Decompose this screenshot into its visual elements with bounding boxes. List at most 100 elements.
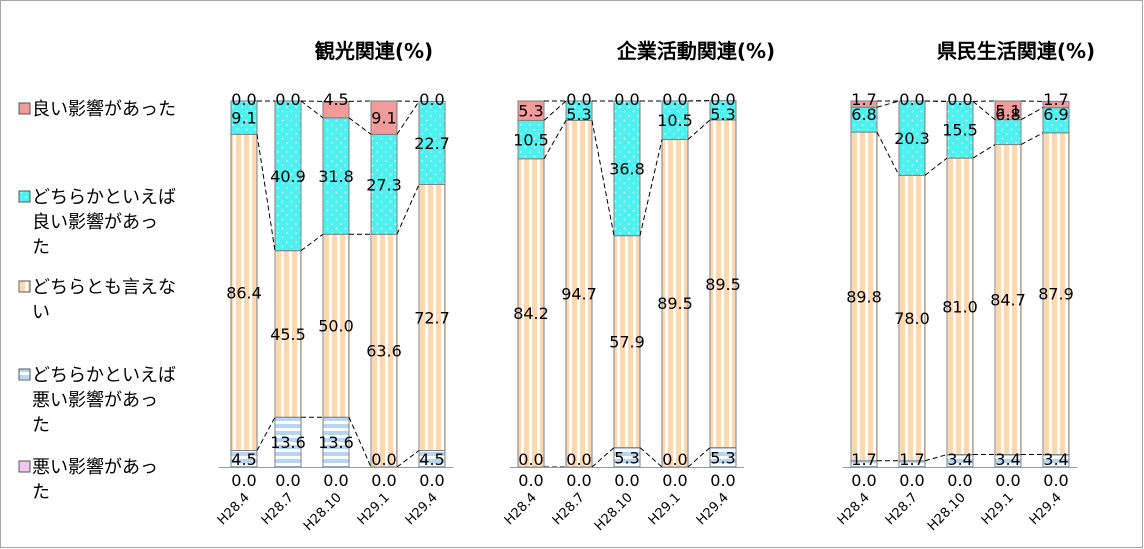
connector-line-rather-bad bbox=[348, 417, 372, 468]
chart-panel-1: 観光関連(%)H28.4 H28.7 H28.10 H29.1 H29.40.04.58… bbox=[215, 39, 453, 534]
connector-line-rather-bad bbox=[639, 447, 663, 468]
connector-line-neutral bbox=[543, 120, 567, 160]
data-label-rather-good: 40.9 bbox=[270, 167, 306, 186]
data-label-neutral: 89.5 bbox=[657, 294, 693, 313]
x-tick-label: H28.7 bbox=[883, 490, 921, 528]
data-label-rather-good: 31.8 bbox=[318, 167, 354, 186]
data-label-rather-bad: 3.4 bbox=[947, 450, 972, 469]
data-label-rather-good: 27.3 bbox=[366, 175, 402, 194]
bar-segment-good bbox=[994, 100, 1022, 121]
data-label-rather-bad: 3.4 bbox=[995, 450, 1020, 469]
x-tick-label: H29.1 bbox=[355, 490, 393, 528]
data-label-rather-good: 15.5 bbox=[942, 121, 978, 140]
data-label-rather-good: 9.1 bbox=[231, 109, 256, 128]
bar-segment-neutral bbox=[274, 250, 302, 418]
data-label-bad: 0.0 bbox=[662, 471, 687, 490]
data-label-neutral: 81.0 bbox=[942, 297, 978, 316]
bar-segment-good bbox=[322, 100, 350, 119]
data-label-neutral: 72.7 bbox=[414, 308, 450, 327]
x-tick-label: H28.7 bbox=[550, 490, 588, 528]
bar-segment-rather-good bbox=[946, 100, 974, 159]
connector-line-rather-good bbox=[543, 100, 567, 121]
data-label-bad: 0.0 bbox=[231, 471, 256, 490]
data-label-good: 9.1 bbox=[371, 109, 396, 128]
connector-line-rather-good bbox=[396, 101, 420, 135]
data-label-good: 0.0 bbox=[947, 90, 972, 109]
connector-line-rather-bad bbox=[924, 454, 948, 462]
x-tick-label: H28.4 bbox=[835, 490, 873, 528]
bar-segment-rather-good bbox=[418, 100, 446, 185]
bars bbox=[517, 100, 737, 468]
legend-label: た bbox=[32, 237, 50, 258]
legend-label: 良い影響があった bbox=[32, 99, 176, 120]
data-label-rather-bad: 5.3 bbox=[710, 448, 735, 467]
connector-line-neutral bbox=[396, 184, 420, 235]
bar-segment-rather-bad bbox=[274, 416, 302, 468]
data-label-good: 4.5 bbox=[323, 90, 348, 109]
data-label-good: 0.0 bbox=[662, 90, 687, 109]
connector-line-neutral bbox=[300, 233, 324, 252]
legend-label: 悪い影響があっ bbox=[32, 390, 158, 411]
x-tick-label: H29.4 bbox=[694, 490, 732, 528]
data-label-rather-good: 5.3 bbox=[566, 105, 591, 124]
legend-swatch-rather_bad bbox=[18, 368, 31, 381]
bar-segment-rather-good bbox=[850, 106, 878, 133]
chart-title: 観光関連(%) bbox=[315, 39, 433, 63]
data-label-bad: 0.0 bbox=[518, 471, 543, 490]
chart-panel-2: 企業活動関連(%)H28.4 H28.7 H28.10 H29.1 H29.40.00.… bbox=[502, 39, 775, 534]
data-label-neutral: 86.4 bbox=[226, 283, 262, 302]
data-label-rather-bad: 13.6 bbox=[270, 433, 306, 452]
bar-segment-rather-good bbox=[370, 133, 398, 235]
x-tick-label: H28.4 bbox=[215, 490, 253, 528]
series-connectors bbox=[543, 100, 711, 468]
data-label-rather-bad: 4.5 bbox=[231, 450, 256, 469]
chart-panel-3: 県民生活関連(%)H28.4 H28.7 H28.10 H29.1 H29.40.01.… bbox=[835, 39, 1095, 534]
data-label-rather-bad: 3.4 bbox=[1043, 450, 1068, 469]
data-label-neutral: 78.0 bbox=[894, 309, 930, 328]
data-label-good: 0.0 bbox=[231, 90, 256, 109]
bar-segment-neutral bbox=[230, 133, 258, 452]
data-label-bad: 0.0 bbox=[566, 471, 591, 490]
data-labels: 0.00.084.210.55.30.00.094.75.30.00.05.35… bbox=[513, 90, 741, 490]
bar-segment-rather-good bbox=[565, 100, 593, 121]
connector-line-rather-bad bbox=[396, 450, 420, 468]
data-label-bad: 0.0 bbox=[995, 471, 1020, 490]
series-connectors bbox=[256, 100, 420, 468]
data-label-rather-bad: 0.0 bbox=[518, 450, 543, 469]
bar-segment-good bbox=[850, 100, 878, 108]
data-label-bad: 0.0 bbox=[419, 471, 444, 490]
bar-segment-rather-good bbox=[898, 100, 926, 176]
data-label-bad: 0.0 bbox=[899, 471, 924, 490]
data-label-good: 0.0 bbox=[275, 90, 300, 109]
legend-item-good: 良い影響があった bbox=[18, 99, 176, 120]
bar-segment-good bbox=[370, 100, 398, 135]
series-connectors bbox=[876, 100, 1044, 462]
data-label-rather-good: 10.5 bbox=[513, 131, 549, 150]
bar-segment-rather-good bbox=[994, 119, 1022, 146]
data-label-rather-bad: 0.0 bbox=[662, 450, 687, 469]
bar-segment-rather-good bbox=[274, 100, 302, 252]
bar-segment-neutral bbox=[946, 157, 974, 456]
data-labels: 0.04.586.49.10.00.013.645.540.90.00.013.… bbox=[226, 90, 450, 490]
connector-line-rather-good bbox=[972, 100, 996, 121]
data-label-bad: 0.0 bbox=[323, 471, 348, 490]
legend: 良い影響があったどちらかといえば良い影響があったどちらとも言えないどちらかといえ… bbox=[18, 99, 176, 503]
data-label-rather-bad: 13.6 bbox=[318, 433, 354, 452]
data-label-neutral: 89.5 bbox=[705, 275, 741, 294]
data-label-rather-bad: 5.3 bbox=[614, 448, 639, 467]
connector-line-rather-good bbox=[348, 117, 372, 135]
connector-line-rather-good bbox=[300, 100, 324, 119]
data-label-neutral: 84.2 bbox=[513, 304, 549, 323]
connector-line-neutral bbox=[924, 157, 948, 176]
connector-line-rather-good bbox=[876, 100, 900, 108]
legend-label: 悪い影響があっ bbox=[32, 457, 158, 478]
data-label-neutral: 50.0 bbox=[318, 317, 354, 336]
connector-line-rather-bad bbox=[591, 447, 615, 468]
data-label-rather-bad: 0.0 bbox=[566, 450, 591, 469]
legend-label: どちらとも言えな bbox=[32, 277, 176, 298]
x-tick-label: H28.4 bbox=[502, 490, 540, 528]
chart-title: 企業活動関連(%) bbox=[616, 39, 775, 63]
data-label-rather-bad: 4.5 bbox=[419, 450, 444, 469]
